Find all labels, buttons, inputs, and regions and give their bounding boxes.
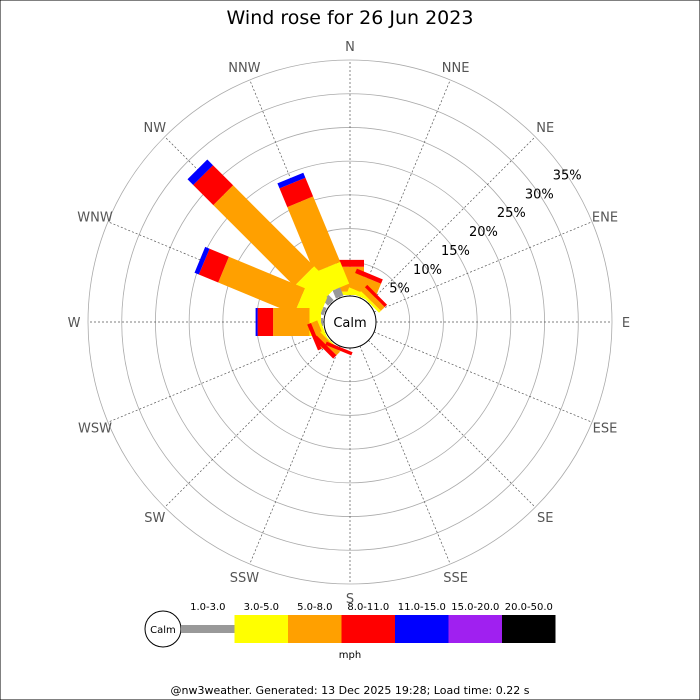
dir-label-wnw: WNW	[77, 210, 113, 225]
bar-nw-bin-4	[193, 165, 234, 206]
legend-swatch-2	[234, 615, 288, 643]
spoke-sw	[164, 340, 332, 508]
calm-label: Calm	[333, 316, 366, 331]
ring-7	[87, 59, 613, 585]
bar-wnw-bin-4	[198, 248, 229, 283]
spoke-se	[368, 340, 536, 508]
dir-label-se: SE	[537, 511, 553, 526]
bar-n-bin-4	[336, 259, 364, 267]
footer-text: @nw3weather. Generated: 13 Dec 2025 19:2…	[171, 684, 530, 697]
direction-labels: N NNE NE ENE E ESE SE SSE S SSW SW WSW W WNW NW NNW	[68, 40, 631, 607]
bar-nnw-bin-5	[277, 172, 306, 189]
spoke-nne	[359, 79, 451, 299]
legend-label-4: 8.0-11.0	[347, 602, 389, 613]
dir-label-wsw: WSW	[78, 422, 112, 437]
legend-calm-label: Calm	[150, 625, 176, 636]
legend-label-1: 1.0-3.0	[190, 602, 225, 613]
dir-label-sse: SSE	[443, 571, 468, 586]
bar-nnw-bin-4	[279, 177, 314, 208]
dir-label-e: E	[622, 316, 630, 331]
ring-4	[188, 160, 512, 484]
bar-sw-bin-4	[313, 335, 337, 359]
spoke-ene	[373, 221, 593, 313]
bar-nw-bin-5	[187, 159, 213, 185]
legend-label-6: 15.0-20.0	[451, 602, 499, 613]
ring-label-1: 5%	[389, 282, 410, 297]
ring-6	[121, 93, 579, 551]
legend-unit: mph	[339, 650, 361, 661]
bar-w-bin-3	[273, 308, 310, 336]
bar-nnw-bin-3	[287, 196, 341, 273]
dir-label-s: S	[346, 592, 354, 607]
bar-w-bin-5	[255, 308, 258, 336]
dir-label-ssw: SSW	[230, 571, 260, 586]
dir-label-ne: NE	[536, 121, 554, 136]
ring-label-2: 10%	[413, 263, 442, 278]
bar-ne-bin-2	[359, 291, 381, 313]
calm-circle	[323, 295, 377, 349]
legend-label-7: 20.0-50.0	[505, 602, 553, 613]
bar-ssw-bin-4	[325, 341, 353, 356]
legend-label-2: 3.0-5.0	[244, 602, 279, 613]
spoke-ese	[373, 331, 593, 423]
bar-wnw-bin-3	[218, 256, 305, 314]
legend-swatch-3	[288, 615, 342, 643]
calm-circle-group: Calm	[323, 295, 377, 349]
dir-label-ene: ENE	[592, 210, 618, 225]
dir-label-sw: SW	[144, 511, 165, 526]
legend-swatch-6	[448, 615, 502, 643]
bar-wnw-bin-1	[320, 306, 327, 316]
ring-label-7: 35%	[553, 169, 582, 184]
dir-label-n: N	[345, 40, 355, 55]
legend-swatch-1	[181, 625, 235, 633]
bar-w-bin-4	[257, 308, 274, 336]
ring-label-6: 30%	[525, 187, 554, 202]
spoke-ssw	[249, 345, 341, 565]
spoke-sse	[359, 345, 451, 565]
dir-label-nnw: NNW	[228, 61, 260, 76]
dir-label-ese: ESE	[593, 422, 618, 437]
wind-bars	[187, 159, 388, 359]
dir-label-w: W	[68, 316, 81, 331]
ring-labels: 5%10% 15% 20% 25% 30% 35%	[389, 169, 581, 297]
legend: Calm 1.0-3.0 3.0-5.0 5.0-8.0 8.0-11.0 11.0-15…	[144, 602, 556, 661]
dir-label-nw: NW	[144, 121, 167, 136]
bar-wnw-bin-5	[194, 246, 210, 275]
bar-ne-bin-4	[364, 284, 388, 308]
legend-swatch-4	[341, 615, 395, 643]
legend-swatch-5	[395, 615, 449, 643]
bar-nne-bin-4	[355, 268, 383, 284]
bar-nw-bin-1	[322, 294, 334, 306]
bar-ne-bin-3	[361, 287, 385, 311]
ring-label-3: 15%	[441, 244, 470, 259]
ring-label-4: 20%	[469, 225, 498, 240]
spoke-ne	[368, 136, 536, 304]
chart-title: Wind rose for 26 Jun 2023	[227, 7, 474, 29]
legend-label-5: 11.0-15.0	[398, 602, 446, 613]
bar-nw-bin-3	[213, 185, 315, 287]
bar-nnw-bin-1	[332, 287, 344, 299]
dir-label-nne: NNE	[442, 61, 470, 76]
legend-swatch-7	[502, 615, 556, 643]
bar-wsw-bin-4	[307, 323, 322, 351]
ring-label-5: 25%	[497, 206, 526, 221]
spoke-wsw	[107, 331, 327, 423]
legend-label-3: 5.0-8.0	[297, 602, 332, 613]
